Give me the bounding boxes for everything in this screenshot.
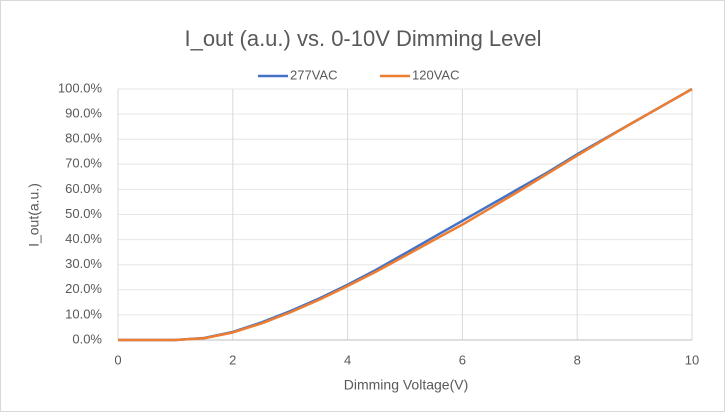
y-tick-label: 40.0%: [65, 231, 102, 246]
x-tick-label: 2: [229, 352, 236, 367]
legend-label: 120VAC: [412, 67, 459, 82]
y-tick-label: 90.0%: [65, 106, 102, 121]
x-tick-label: 8: [574, 352, 581, 367]
x-axis-title: Dimming Voltage(V): [344, 377, 469, 393]
y-tick-label: 0.0%: [72, 331, 102, 346]
y-tick-label: 80.0%: [65, 131, 102, 146]
y-tick-label: 70.0%: [65, 156, 102, 171]
y-tick-label: 100.0%: [58, 80, 103, 95]
x-tick-label: 10: [685, 352, 699, 367]
chart-title: I_out (a.u.) vs. 0-10V Dimming Level: [184, 26, 541, 51]
series-line: [118, 87, 693, 342]
y-tick-label: 20.0%: [65, 281, 102, 296]
x-tick-label: 6: [459, 352, 466, 367]
legend-label: 277VAC: [290, 67, 337, 82]
y-tick-label: 60.0%: [65, 181, 102, 196]
y-tick-label: 10.0%: [65, 306, 102, 321]
x-tick-label: 0: [114, 352, 121, 367]
x-tick-label: 4: [344, 352, 351, 367]
y-tick-label: 50.0%: [65, 206, 102, 221]
y-tick-label: 30.0%: [65, 256, 102, 271]
y-axis-title: I_out(a.u.): [26, 183, 42, 247]
